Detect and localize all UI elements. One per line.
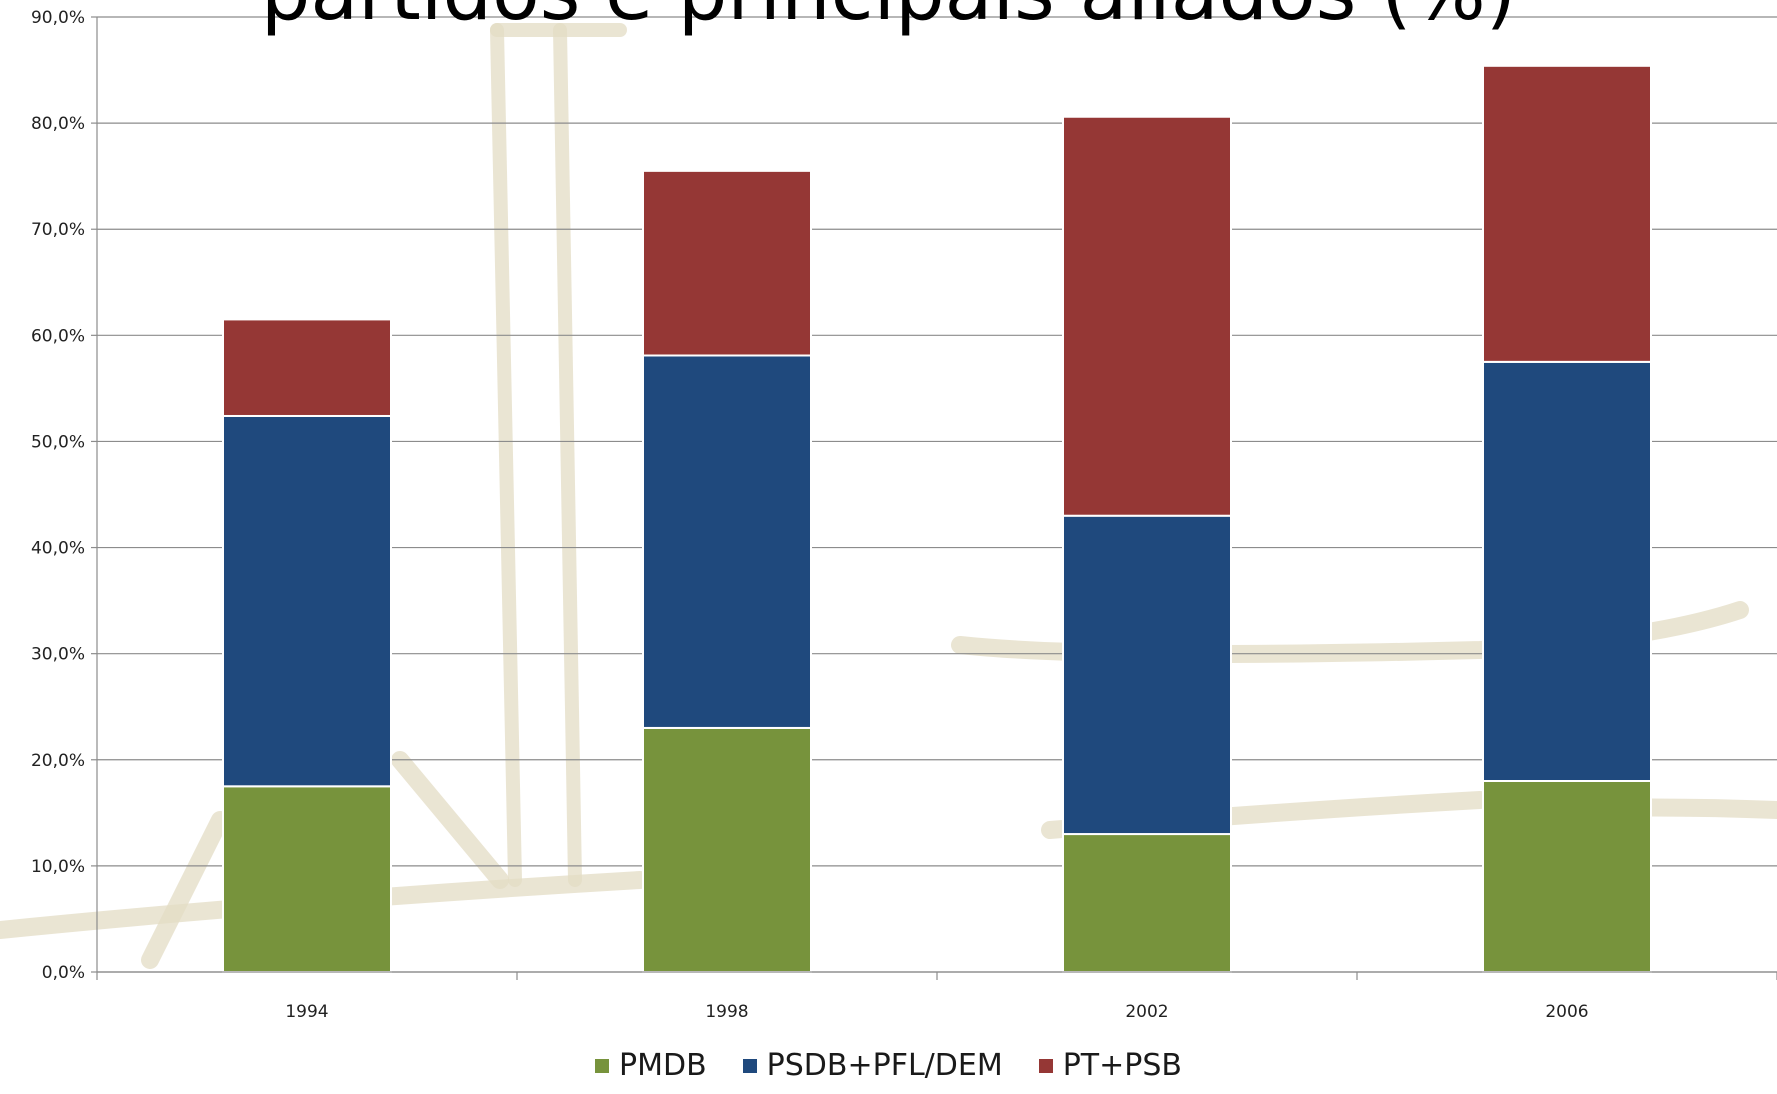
y-tick-label: 10,0% (31, 857, 85, 877)
legend-label: PSDB+PFL/DEM (766, 1048, 1003, 1083)
y-tick-label: 80,0% (31, 114, 85, 134)
y-tick-label: 30,0% (31, 645, 85, 665)
bar-psdb-pfl-dem-1994 (222, 414, 392, 788)
y-tick-label: 20,0% (31, 751, 85, 771)
legend-label: PMDB (619, 1048, 707, 1083)
y-tick-label: 90,0% (31, 8, 85, 28)
legend-item: PSDB+PFL/DEM (742, 1048, 1003, 1083)
x-tick-label: 1994 (285, 1002, 328, 1022)
bar-psdb-pfl-dem-2002 (1062, 514, 1232, 836)
y-tick-label: 70,0% (31, 220, 85, 240)
bar-psdb-pfl-dem-2006 (1482, 360, 1652, 782)
watermark-stroke (490, 23, 522, 887)
bar-psdb-pfl-dem-1998 (642, 354, 812, 729)
bar-pt-psb-2002 (1062, 115, 1232, 517)
x-tick-label: 1998 (705, 1002, 748, 1022)
y-tick-label: 0,0% (42, 963, 85, 983)
watermark-stroke (391, 751, 509, 889)
legend-item: PT+PSB (1038, 1048, 1182, 1083)
chart-title: partidos e principais aliados (%) (0, 0, 1777, 38)
legend-swatch (742, 1058, 757, 1073)
legend-swatch (595, 1058, 609, 1073)
bar-pt-psb-1994 (222, 318, 392, 417)
bar-pmdb-1998 (642, 726, 812, 974)
bar-pt-psb-2006 (1482, 64, 1652, 363)
x-tick-label: 2002 (1125, 1002, 1168, 1022)
legend-label: PT+PSB (1062, 1048, 1182, 1083)
y-tick-label: 50,0% (31, 432, 85, 452)
bar-pmdb-2002 (1062, 833, 1232, 973)
bar-pmdb-2006 (1482, 780, 1652, 973)
watermark-stroke (951, 601, 1749, 663)
x-tick-label: 2006 (1545, 1002, 1588, 1022)
bar-pmdb-1994 (222, 785, 392, 973)
legend-item: PMDB (595, 1048, 707, 1083)
legend-swatch (1038, 1058, 1053, 1073)
bars (222, 64, 1652, 974)
y-tick-label: 40,0% (31, 539, 85, 559)
y-tick-label: 60,0% (31, 326, 85, 346)
bar-pt-psb-1998 (642, 169, 812, 357)
legend: PMDB PSDB+PFL/DEM PT+PSB (0, 1048, 1777, 1083)
watermark-stroke (141, 811, 229, 969)
axes: 0,0% 10,0% 20,0% 30,0% 40,0% 50,0% 60,0% 70,0% 8… (31, 8, 1777, 1022)
watermark-stroke (553, 23, 582, 887)
